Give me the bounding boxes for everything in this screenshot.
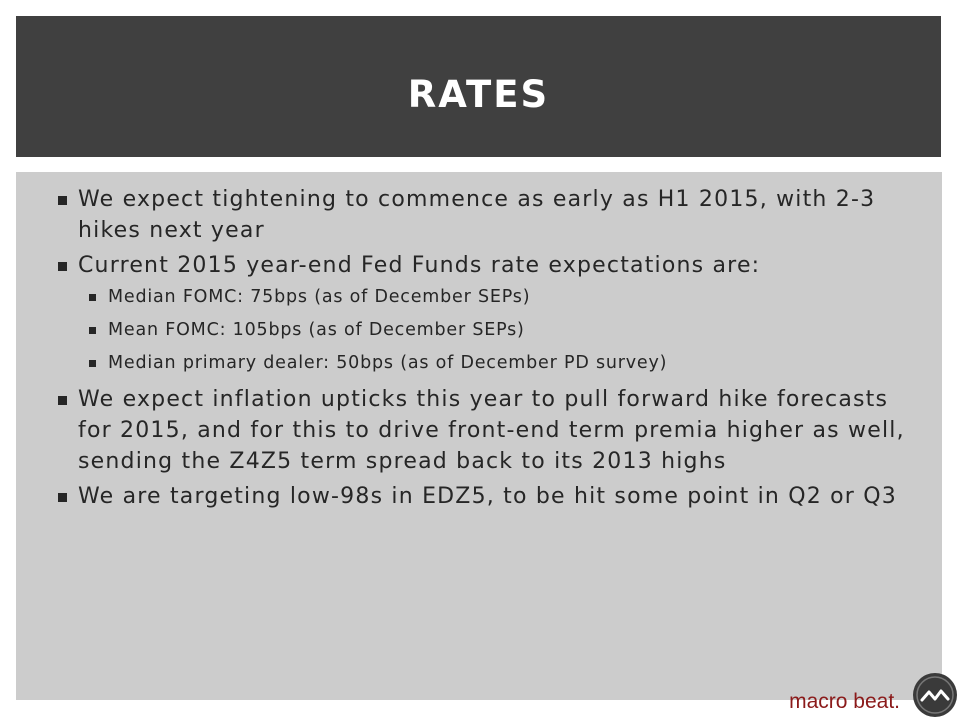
bullet-item: We are targeting low-98s in EDZ5, to be … xyxy=(40,481,920,512)
bullet-text: We expect inflation upticks this year to… xyxy=(78,387,905,474)
bullet-text: Current 2015 year-end Fed Funds rate exp… xyxy=(78,253,761,278)
macro-beat-logo-icon xyxy=(913,673,957,717)
sub-bullet-text: Mean FOMC: 105bps (as of December SEPs) xyxy=(108,320,525,340)
bullet-text: We expect tightening to commence as earl… xyxy=(78,187,876,243)
bullet-square-icon xyxy=(89,327,96,334)
bullet-square-icon xyxy=(58,493,67,502)
bullet-square-icon xyxy=(89,294,96,301)
sub-bullet-item: Mean FOMC: 105bps (as of December SEPs) xyxy=(40,318,920,343)
bullet-item: We expect inflation upticks this year to… xyxy=(40,384,920,477)
sub-bullet-item: Median primary dealer: 50bps (as of Dece… xyxy=(40,351,920,376)
bullet-square-icon xyxy=(89,360,96,367)
brand-name: macro beat. xyxy=(789,690,900,713)
title-bar: RATES xyxy=(16,16,941,157)
content-panel xyxy=(16,172,942,700)
bullet-square-icon xyxy=(58,262,67,271)
bullet-text: We are targeting low-98s in EDZ5, to be … xyxy=(78,484,897,509)
bullet-item: We expect tightening to commence as earl… xyxy=(40,184,920,246)
bullet-square-icon xyxy=(58,396,67,405)
bullet-square-icon xyxy=(58,196,67,205)
bullet-list: We expect tightening to commence as earl… xyxy=(40,184,920,516)
sub-bullet-text: Median primary dealer: 50bps (as of Dece… xyxy=(108,353,668,373)
bullet-item: Current 2015 year-end Fed Funds rate exp… xyxy=(40,250,920,281)
slide-title: RATES xyxy=(407,73,550,116)
sub-bullet-text: Median FOMC: 75bps (as of December SEPs) xyxy=(108,287,531,307)
sub-bullet-item: Median FOMC: 75bps (as of December SEPs) xyxy=(40,285,920,310)
